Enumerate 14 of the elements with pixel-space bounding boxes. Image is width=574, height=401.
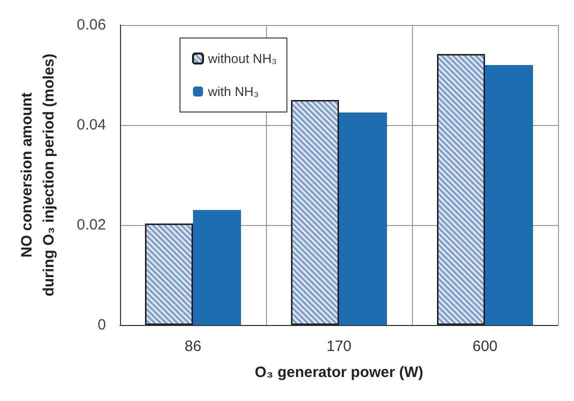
legend-label: without NH₃ bbox=[207, 51, 277, 66]
bar bbox=[339, 112, 387, 325]
y-tick-label: 0.06 bbox=[76, 16, 106, 34]
bar bbox=[485, 65, 533, 325]
bar bbox=[193, 210, 241, 325]
y-axis-title: NO conversion amount during O₃ injection period (moles) bbox=[18, 54, 58, 296]
y-tick-label: 0 bbox=[98, 316, 106, 334]
y-tick-label: 0.02 bbox=[76, 216, 106, 234]
x-axis-title: O₃ generator power (W) bbox=[254, 364, 424, 381]
x-tick-label: 170 bbox=[326, 338, 352, 355]
legend-label: with NH₃ bbox=[207, 84, 259, 99]
y-tick-label: 0.04 bbox=[76, 116, 106, 134]
x-tick-label: 86 bbox=[184, 338, 202, 355]
x-tick-label: 600 bbox=[472, 338, 498, 355]
